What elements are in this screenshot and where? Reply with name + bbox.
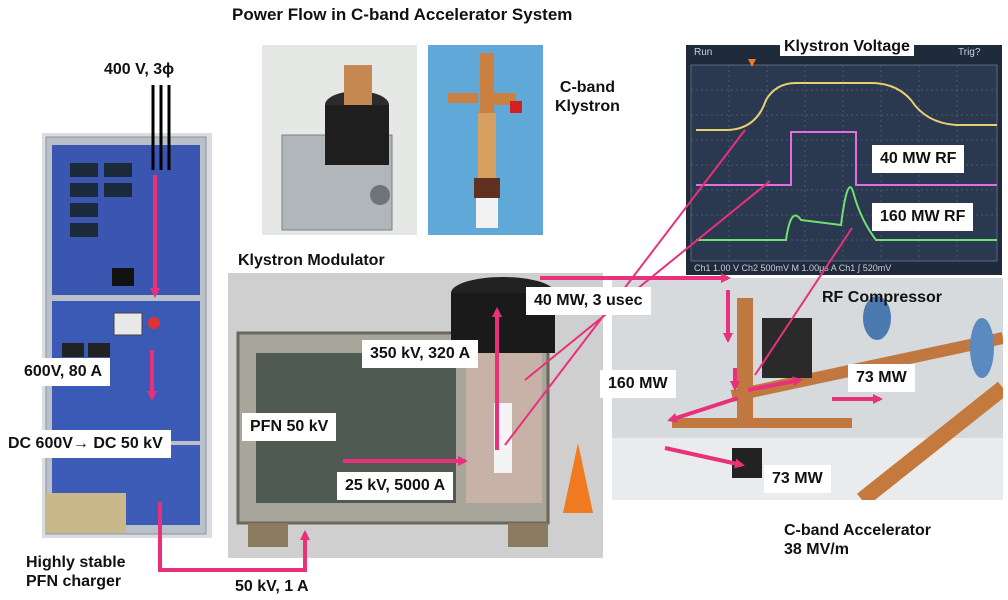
compressor-label: RF Compressor [822, 289, 943, 306]
klystron-tank-illustration [262, 45, 417, 235]
pointer-rf40 [524, 180, 771, 381]
charger-to-modulator-label: 50 kV, 1 A [235, 578, 309, 595]
klystron-tube-illustration [428, 45, 543, 235]
pointer-rf160 [754, 227, 853, 376]
split-lower-label: 73 MW [764, 465, 831, 493]
arrow-160mw [667, 396, 739, 423]
scope-run-label: Run [694, 47, 713, 58]
klystron-beam-label: 350 kV, 320 A [362, 340, 479, 368]
klystron-output-label: 40 MW, 3 usec [526, 287, 651, 315]
diagram-title: Power Flow in C-band Accelerator System [232, 5, 573, 24]
trace-klystron-voltage [696, 82, 997, 131]
arrow-split-right [747, 376, 803, 392]
dc-conversion-label: DC 600V→ DC 50 kV [0, 430, 171, 458]
accelerator-illustration [612, 278, 1003, 500]
scope-status-bar: Ch1 1.00 V Ch2 500mV M 1.00μs A Ch1 ∫ 52… [694, 263, 892, 273]
accelerator-label: C-band Accelerator 38 MV/m [784, 522, 931, 558]
trace-rf-160mw [696, 186, 997, 241]
klystron-tube-photo [428, 45, 543, 235]
arrow-73mw-lower [664, 446, 745, 469]
scope-rf160-label: 160 MW RF [872, 203, 974, 231]
pulse-transformer-label: 25 kV, 5000 A [337, 472, 454, 500]
scope-rf40-label: 40 MW RF [872, 145, 965, 173]
arrow-charger-to-modulator [158, 502, 310, 572]
trace-rf-40mw [696, 131, 997, 186]
klystron-name-label: C-band Klystron [555, 79, 620, 115]
scope-title: Klystron Voltage [780, 37, 914, 56]
charger-name-label: Highly stable PFN charger [26, 554, 126, 590]
charger-output-label: 600V, 80 A [16, 358, 110, 386]
klystron-tank-photo [262, 45, 417, 235]
split-upper-label: 73 MW [848, 364, 915, 392]
klystron-modulator-label: Klystron Modulator [238, 252, 385, 269]
input-power-label: 400 V, 3ϕ [104, 61, 175, 78]
compressed-power-label: 160 MW [600, 370, 676, 398]
pfn-charger-illustration [42, 133, 212, 538]
pfn-label: PFN 50 kV [242, 413, 337, 441]
pfn-charger-photo [42, 133, 212, 538]
scope-trigger-label: Trig? [958, 47, 981, 58]
accelerator-photo [612, 278, 1003, 500]
